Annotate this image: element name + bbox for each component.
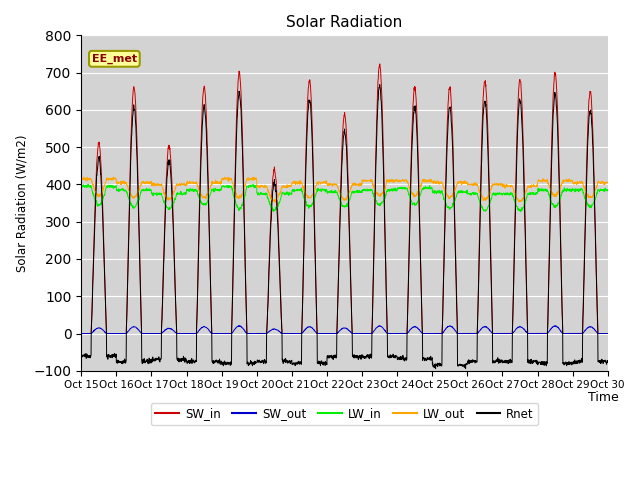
LW_out bbox=[572, 179, 580, 185]
SW_in bbox=[572, 331, 580, 336]
LW_in bbox=[84, 181, 92, 187]
LW_out bbox=[225, 175, 232, 181]
Rnet bbox=[376, 82, 383, 87]
SW_in bbox=[360, 331, 367, 336]
LW_out bbox=[558, 182, 566, 188]
Title: Solar Radiation: Solar Radiation bbox=[286, 15, 403, 30]
LW_out bbox=[272, 199, 280, 205]
LW_in bbox=[360, 187, 367, 192]
LW_in bbox=[77, 184, 85, 190]
SW_in bbox=[77, 331, 85, 336]
Rnet bbox=[604, 359, 612, 365]
LW_in bbox=[558, 192, 566, 197]
SW_out bbox=[604, 331, 612, 336]
LW_out bbox=[360, 179, 368, 184]
Rnet bbox=[224, 361, 232, 367]
SW_in bbox=[224, 331, 232, 336]
Rnet bbox=[572, 359, 580, 364]
SW_out bbox=[77, 331, 85, 336]
Legend: SW_in, SW_out, LW_in, LW_out, Rnet: SW_in, SW_out, LW_in, LW_out, Rnet bbox=[150, 403, 538, 425]
Rnet bbox=[498, 359, 506, 364]
Y-axis label: Solar Radiation (W/m2): Solar Radiation (W/m2) bbox=[15, 134, 28, 272]
Rnet bbox=[558, 289, 566, 295]
LW_in bbox=[371, 196, 379, 202]
LW_in bbox=[497, 192, 505, 197]
X-axis label: Time: Time bbox=[588, 391, 618, 404]
Rnet bbox=[77, 352, 85, 358]
Rnet bbox=[360, 354, 367, 360]
LW_out bbox=[498, 181, 506, 187]
Text: EE_met: EE_met bbox=[92, 54, 137, 64]
LW_out bbox=[109, 174, 117, 180]
Line: LW_out: LW_out bbox=[81, 177, 608, 202]
Line: LW_in: LW_in bbox=[81, 184, 608, 212]
SW_in bbox=[557, 275, 565, 280]
SW_in bbox=[604, 331, 612, 336]
LW_in bbox=[572, 186, 580, 192]
Line: Rnet: Rnet bbox=[81, 84, 608, 369]
LW_in bbox=[517, 209, 525, 215]
LW_out bbox=[77, 176, 85, 182]
Rnet bbox=[432, 366, 440, 372]
SW_out bbox=[572, 331, 580, 336]
SW_out bbox=[360, 331, 367, 336]
LW_out bbox=[372, 187, 380, 193]
LW_in bbox=[225, 184, 232, 190]
Line: SW_in: SW_in bbox=[81, 64, 608, 334]
LW_out bbox=[604, 180, 612, 186]
Line: SW_out: SW_out bbox=[81, 326, 608, 334]
SW_in bbox=[497, 331, 505, 336]
LW_in bbox=[604, 187, 612, 193]
SW_in bbox=[376, 61, 383, 67]
SW_out bbox=[371, 326, 379, 332]
SW_out bbox=[224, 331, 232, 336]
SW_out bbox=[557, 329, 565, 335]
SW_out bbox=[235, 323, 243, 329]
Rnet bbox=[371, 204, 379, 210]
SW_in bbox=[371, 195, 379, 201]
SW_out bbox=[497, 331, 505, 336]
